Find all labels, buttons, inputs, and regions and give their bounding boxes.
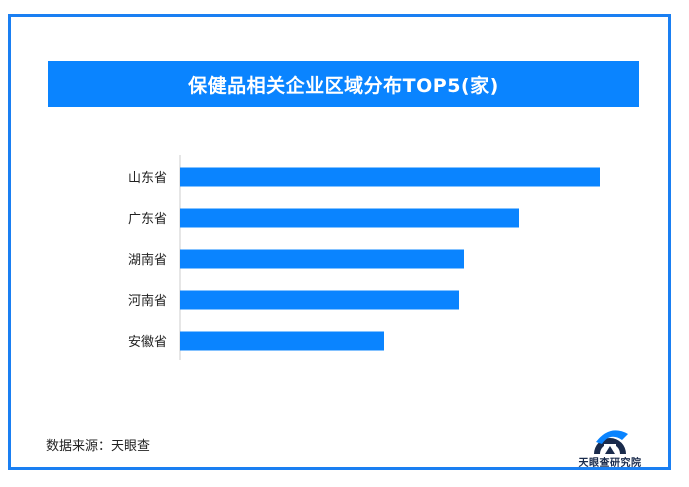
category-label-5: 安徽省	[128, 335, 167, 350]
category-label-2: 广东省	[128, 212, 167, 227]
bar-4	[180, 290, 459, 310]
bar-3	[180, 249, 464, 269]
tianyancha-logo: 天眼查研究院	[572, 420, 648, 469]
logo-icon	[594, 430, 628, 454]
category-label-1: 山东省	[128, 171, 167, 186]
logo-text: 天眼查研究院	[578, 458, 642, 469]
data-source: 数据来源：天眼查	[46, 439, 151, 454]
chart-title: 保健品相关企业区域分布TOP5(家)	[188, 74, 499, 97]
category-label-4: 河南省	[128, 293, 167, 309]
title-banner: 保健品相关企业区域分布TOP5(家)	[48, 61, 639, 107]
bars-group	[180, 167, 600, 351]
category-label-3: 湖南省	[128, 252, 167, 268]
bar-2	[180, 208, 519, 228]
bar-5	[180, 331, 384, 351]
bar-1	[180, 167, 600, 187]
